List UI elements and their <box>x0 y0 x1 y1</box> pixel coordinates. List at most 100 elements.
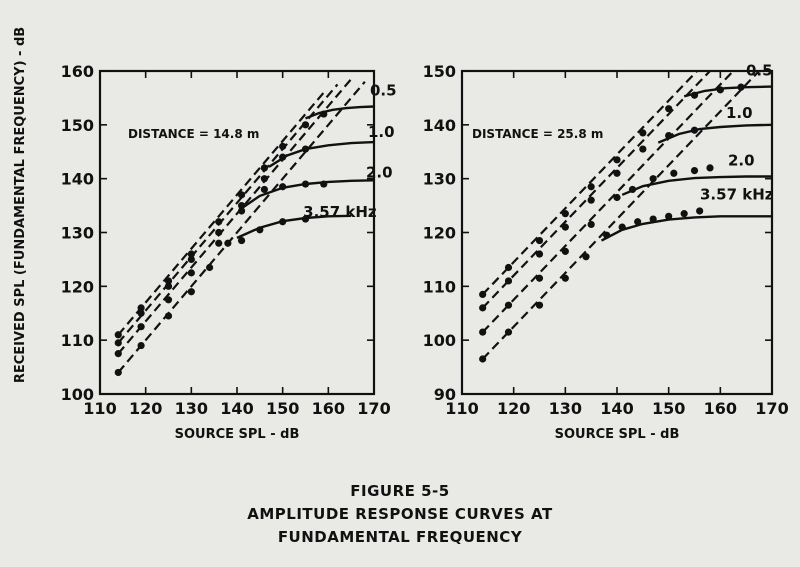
y-tick-label: 140 <box>61 170 94 189</box>
x-tick-label: 160 <box>312 399 345 418</box>
data-point <box>114 350 122 358</box>
x-tick-label: 170 <box>357 399 390 418</box>
chart-left: 110 120 130 140 150 160 1701001101201301401501… <box>61 62 397 442</box>
data-point <box>665 105 673 113</box>
data-point <box>561 223 569 231</box>
y-tick-label: 120 <box>423 224 456 243</box>
data-point <box>114 368 122 377</box>
data-point <box>737 83 745 91</box>
series-3-57-khz <box>114 81 366 377</box>
dashed-linear-line <box>117 81 366 374</box>
data-point <box>665 212 673 220</box>
data-point <box>260 185 268 194</box>
data-point <box>504 328 513 336</box>
data-point <box>639 145 647 153</box>
data-point <box>618 223 626 231</box>
data-point <box>224 239 232 247</box>
solid-response-curve <box>305 105 374 120</box>
data-point <box>690 166 699 175</box>
data-point <box>206 263 214 272</box>
x-tick-label: 130 <box>549 399 582 418</box>
data-point <box>649 215 657 223</box>
data-point <box>215 239 223 247</box>
y-tick-label: 120 <box>61 277 94 296</box>
dashed-linear-line <box>117 91 325 336</box>
y-tick-label: 130 <box>61 224 94 243</box>
x-tick-label: 140 <box>600 399 633 418</box>
data-point <box>561 210 569 218</box>
data-point <box>279 183 287 191</box>
data-point <box>237 191 246 199</box>
x-tick-label: 170 <box>755 399 788 418</box>
data-point <box>634 218 642 226</box>
y-tick-label: 100 <box>61 385 94 404</box>
data-point <box>690 126 699 134</box>
x-tick-label: 150 <box>652 399 685 418</box>
data-point <box>613 193 621 202</box>
y-tick-label: 140 <box>423 116 456 135</box>
y-tick-label: 100 <box>423 331 456 350</box>
data-point <box>716 86 724 94</box>
data-point <box>535 250 544 258</box>
y-tick-label: 110 <box>423 277 456 296</box>
data-point <box>237 236 246 245</box>
data-point <box>706 164 714 172</box>
data-point <box>582 253 590 261</box>
caption-title-line2: FUNDAMENTAL FREQUENCY <box>277 528 523 546</box>
dashed-linear-line <box>117 83 339 344</box>
data-point <box>320 180 328 188</box>
dashed-linear-line <box>481 71 712 309</box>
solid-response-curve <box>683 85 772 98</box>
data-point <box>649 175 657 183</box>
x-axis-label: SOURCE SPL - dB <box>175 427 300 442</box>
data-point <box>301 215 310 223</box>
data-point <box>164 296 173 304</box>
series-2-0 <box>479 71 772 336</box>
data-point <box>587 196 595 204</box>
chart-right: 110 120 130 140 150 160 170 90 100 110 120 130 140 15… <box>423 62 789 442</box>
series-0-5 <box>479 71 772 299</box>
data-point <box>535 236 544 245</box>
curve-label: 1.0 <box>726 104 753 122</box>
data-point <box>479 304 487 312</box>
data-point <box>137 323 145 331</box>
data-point <box>504 263 513 272</box>
curve-label: 2.0 <box>728 152 755 170</box>
y-axis-label: RECEIVED SPL (FUNDAMENTAL FREQUENCY) - d… <box>13 27 28 383</box>
caption-title-line1: AMPLITUDE RESPONSE CURVES AT <box>247 505 553 523</box>
x-axis-label: SOURCE SPL - dB <box>555 427 680 442</box>
data-point <box>114 339 122 347</box>
data-point <box>301 180 310 188</box>
data-point <box>479 328 487 336</box>
data-point <box>587 183 595 191</box>
x-tick-label: 110 <box>445 399 478 418</box>
data-point <box>504 301 513 309</box>
dashed-linear-line <box>117 78 353 355</box>
y-tick-label: 150 <box>423 62 456 81</box>
data-point <box>613 169 621 177</box>
curve-label: 0.5 <box>370 82 397 100</box>
solid-response-curve <box>236 214 352 239</box>
distance-annotation: DISTANCE = 14.8 m <box>128 127 259 141</box>
dashed-linear-line <box>481 71 735 333</box>
y-tick-label: 110 <box>61 331 94 350</box>
data-point <box>114 331 122 339</box>
x-tick-label: 140 <box>220 399 253 418</box>
data-point <box>187 255 195 264</box>
x-tick-label: 110 <box>83 399 116 418</box>
data-point <box>137 341 145 350</box>
data-point <box>504 277 513 285</box>
curve-label: 3.57 kHz <box>303 203 377 221</box>
data-point <box>535 301 544 309</box>
data-point <box>164 277 173 285</box>
data-point <box>535 274 544 282</box>
x-tick-label: 130 <box>175 399 208 418</box>
data-point <box>561 274 569 282</box>
data-point <box>696 207 704 215</box>
distance-annotation: DISTANCE = 25.8 m <box>472 127 603 141</box>
data-point <box>479 355 487 363</box>
data-point <box>690 91 699 99</box>
data-point <box>137 304 145 312</box>
solid-response-curve <box>657 123 772 144</box>
